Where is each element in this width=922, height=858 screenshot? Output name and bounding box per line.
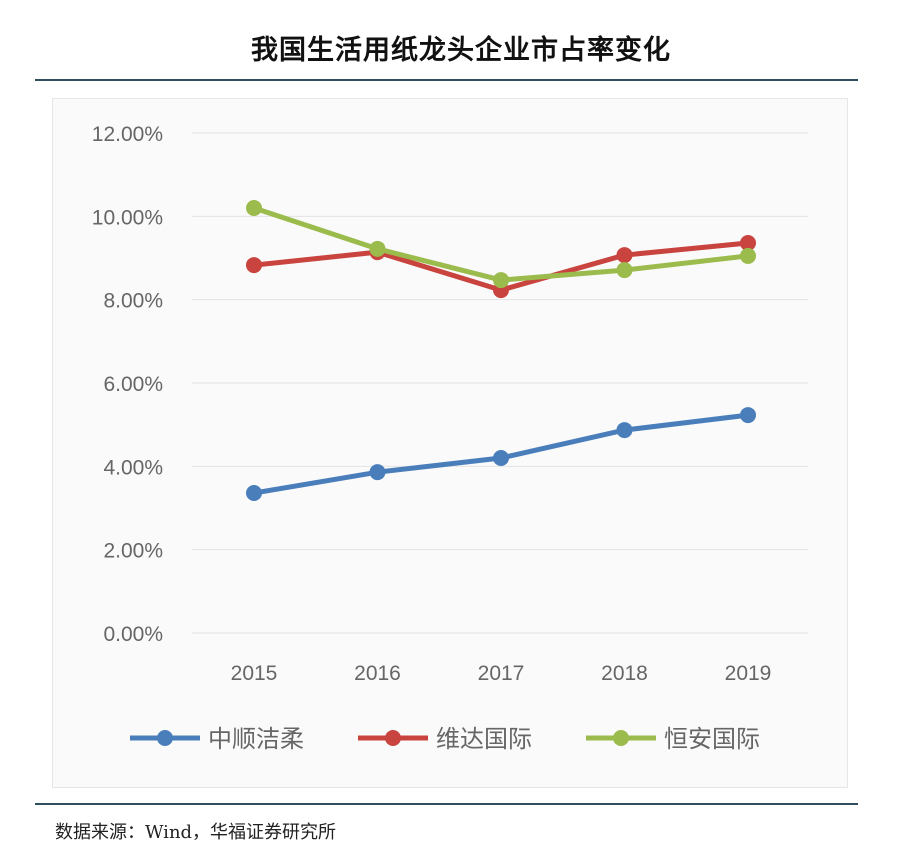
data-point (246, 257, 262, 274)
legend-label: 恒安国际 (664, 725, 760, 753)
data-point (740, 247, 756, 264)
y-tick-label: 4.00% (103, 456, 163, 479)
y-tick-label: 2.00% (103, 540, 163, 563)
data-point (369, 240, 386, 257)
x-tick-label: 2017 (478, 662, 525, 685)
data-point (740, 235, 756, 251)
data-point (369, 464, 386, 481)
x-tick-label: 2015 (231, 662, 278, 685)
series-line-2 (253, 205, 749, 283)
legend-marker (385, 730, 401, 746)
legend-marker (157, 730, 173, 746)
legend-label: 中顺洁柔 (208, 725, 304, 753)
chart-panel (52, 98, 848, 788)
data-point (616, 262, 633, 279)
y-tick-label: 10.00% (92, 206, 163, 229)
data-point (493, 272, 509, 289)
x-tick-label: 2019 (725, 662, 772, 685)
top-divider (35, 79, 858, 81)
source-note: 数据来源：Wind，华福证券研究所 (55, 822, 337, 843)
y-tick-label: 8.00% (103, 290, 163, 313)
data-point (246, 485, 262, 501)
y-tick-label: 12.00% (92, 123, 163, 146)
legend-label: 维达国际 (436, 725, 532, 753)
x-tick-label: 2018 (601, 662, 648, 685)
x-tick-label: 2016 (354, 662, 401, 685)
data-point (493, 450, 509, 466)
bottom-divider (35, 803, 858, 805)
y-tick-label: 0.00% (103, 623, 163, 646)
data-point (246, 200, 262, 216)
data-point (740, 407, 756, 424)
chart-title: 我国生活用纸龙头企业市占率变化 (251, 35, 671, 66)
y-tick-label: 6.00% (103, 373, 163, 396)
data-point (616, 247, 633, 264)
legend-marker (613, 730, 629, 746)
data-point (616, 422, 633, 439)
